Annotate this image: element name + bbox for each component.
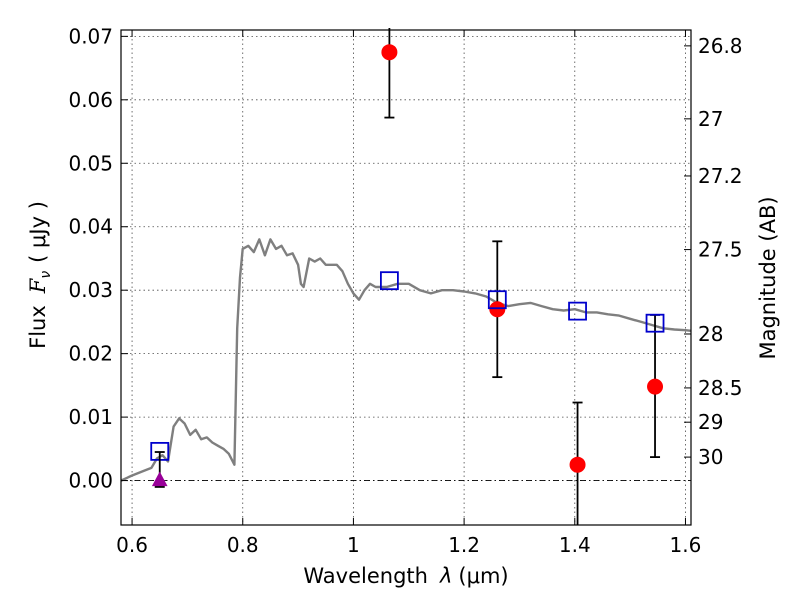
- y-tick-label: 0.00: [68, 469, 113, 493]
- x-tick-label: 1.2: [448, 533, 480, 557]
- model-point: [645, 313, 665, 333]
- x-tick-label: 0.8: [227, 533, 259, 557]
- y2-tick-label: 27.5: [698, 238, 743, 262]
- grid-lines: [121, 30, 691, 525]
- x-axis-label: Wavelength λ (μm): [303, 564, 508, 588]
- y2-tick-label: 28: [698, 322, 723, 346]
- y-tick-label: 0.07: [68, 24, 113, 48]
- x-tick-label: 1.4: [559, 533, 591, 557]
- y-tick-label: 0.02: [68, 342, 113, 366]
- observed-point: [381, 44, 398, 61]
- y-tick-label: 0.05: [68, 151, 113, 175]
- x-tick-label: 0.6: [116, 533, 148, 557]
- y-tick-label: 0.06: [68, 88, 113, 112]
- upper-limit-point: [151, 471, 168, 487]
- y-tick-label: 0.03: [68, 278, 113, 302]
- x-tick-label: 1.6: [670, 533, 702, 557]
- y2-axis-label: Magnitude (AB): [756, 196, 780, 359]
- x-tick-label: 1: [347, 533, 360, 557]
- y2-tick-label: 29: [698, 410, 723, 434]
- observed-point: [489, 301, 506, 318]
- y2-tick-label: 27.2: [698, 164, 743, 188]
- model-point: [379, 271, 399, 291]
- y2-tick-label: 26.8: [698, 34, 743, 58]
- model-point: [568, 301, 587, 321]
- y2-tick-label: 28.5: [698, 376, 743, 400]
- observed-point: [647, 378, 664, 395]
- plot-frame: [120, 29, 692, 526]
- model-sed-line: [120, 238, 692, 482]
- observed-point: [569, 456, 586, 473]
- data-markers: [150, 28, 665, 525]
- y-tick-label: 0.04: [68, 215, 113, 239]
- model-point: [487, 290, 507, 310]
- y2-tick-label: 27: [698, 107, 723, 131]
- axis-ticks: 0.6 0.8 1 1.2 1.4 1.6 0.00 0.01 0.02 0.03 0.04 0.05…: [68, 24, 742, 557]
- y2-tick-label: 30: [698, 445, 723, 469]
- y-tick-label: 0.01: [68, 405, 113, 429]
- y-axis-label: FluxFν( μJy ): [26, 201, 54, 349]
